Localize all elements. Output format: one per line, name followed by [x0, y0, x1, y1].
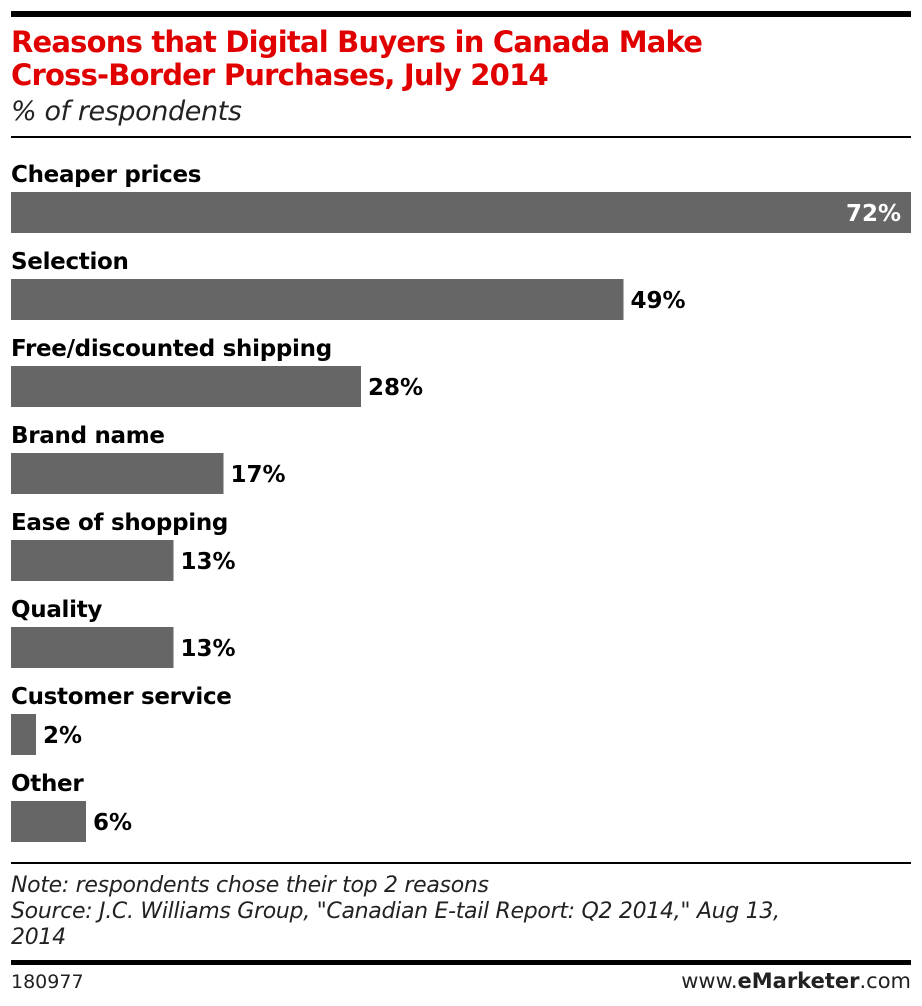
note-text: Note: respondents chose their top 2 reas… — [11, 873, 489, 898]
bar-free-discounted-shipping — [11, 366, 361, 407]
bar-selection — [11, 279, 624, 320]
header-divider — [11, 136, 911, 138]
value-label-brand-name: 17% — [231, 462, 286, 488]
bar-customer-service — [11, 714, 36, 755]
category-label-customer-service: Customer service — [11, 684, 232, 710]
chart-title-line-1: Reasons that Digital Buyers in Canada Ma… — [11, 25, 703, 59]
top-rule — [11, 11, 911, 17]
bar-other — [11, 801, 86, 842]
bottom-rule — [11, 960, 911, 965]
value-label-free-discounted-shipping: 28% — [368, 375, 423, 401]
source-text-line-1: Source: J.C. Williams Group, "Canadian E… — [11, 899, 780, 924]
bar-cheaper-prices — [11, 192, 911, 233]
chart-id: 180977 — [11, 971, 84, 993]
category-label-quality: Quality — [11, 597, 102, 623]
bar-brand-name — [11, 453, 224, 494]
chart-title: Reasons that Digital Buyers in Canada Ma… — [11, 26, 891, 92]
brand-prefix: www. — [681, 969, 738, 993]
source-text-line-2: 2014 — [11, 925, 66, 950]
value-label-other: 6% — [93, 810, 132, 836]
emarketer-link[interactable]: www.eMarketer.com — [681, 968, 911, 994]
brand-name: eMarketer — [737, 969, 860, 993]
value-label-cheaper-prices: 72% — [846, 201, 901, 227]
value-label-customer-service: 2% — [43, 723, 82, 749]
footer-divider — [11, 862, 911, 864]
value-label-selection: 49% — [631, 288, 686, 314]
chart-title-line-2: Cross-Border Purchases, July 2014 — [11, 58, 549, 92]
chart-notes: Note: respondents chose their top 2 reas… — [11, 873, 901, 951]
category-label-selection: Selection — [11, 249, 129, 275]
category-label-brand-name: Brand name — [11, 423, 165, 449]
bar-quality — [11, 627, 174, 668]
bar-ease-of-shopping — [11, 540, 174, 581]
value-label-ease-of-shopping: 13% — [181, 549, 236, 575]
category-label-ease-of-shopping: Ease of shopping — [11, 510, 228, 536]
brand-suffix: .com — [859, 969, 911, 993]
category-label-cheaper-prices: Cheaper prices — [11, 162, 201, 188]
category-label-free-discounted-shipping: Free/discounted shipping — [11, 336, 332, 362]
chart-subtitle: % of respondents — [11, 96, 242, 127]
value-label-quality: 13% — [181, 636, 236, 662]
category-label-other: Other — [11, 771, 84, 797]
